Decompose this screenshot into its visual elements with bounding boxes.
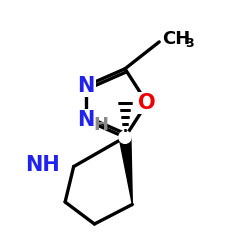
Text: CH: CH <box>162 30 190 48</box>
Text: NH: NH <box>26 155 60 175</box>
Text: H: H <box>93 116 108 134</box>
Text: N: N <box>77 110 94 130</box>
Text: 3: 3 <box>185 36 194 50</box>
Text: O: O <box>138 93 156 113</box>
Text: N: N <box>77 76 94 96</box>
Polygon shape <box>119 136 132 204</box>
Circle shape <box>119 131 131 143</box>
